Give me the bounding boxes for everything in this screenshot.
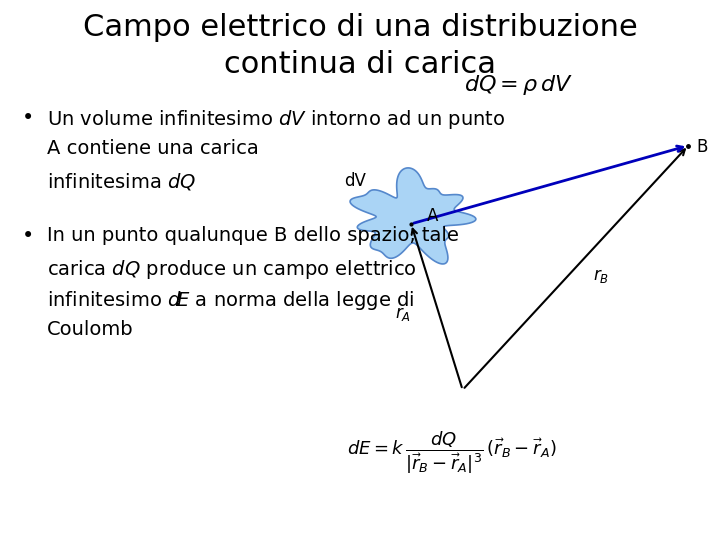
Polygon shape [350,168,476,264]
Text: Campo elettrico di una distribuzione: Campo elettrico di una distribuzione [83,14,637,43]
Text: Un volume infinitesimo $dV$ intorno ad un punto: Un volume infinitesimo $dV$ intorno ad u… [47,108,505,131]
Text: B: B [696,138,708,156]
Text: A contiene una carica: A contiene una carica [47,139,258,158]
Text: •: • [22,108,34,128]
Text: •: • [22,226,34,246]
Text: Coulomb: Coulomb [47,320,133,339]
Text: In un punto qualunque B dello spazio, tale: In un punto qualunque B dello spazio, ta… [47,226,459,245]
Text: dV: dV [344,172,366,190]
Text: $r_A$: $r_A$ [395,305,411,323]
Text: continua di carica: continua di carica [224,50,496,79]
Text: $dQ = \rho \, dV$: $dQ = \rho \, dV$ [464,73,573,97]
Text: $dE = k\,\dfrac{dQ}{|\vec{r}_B - \vec{r}_A|^3}\,(\vec{r}_B - \vec{r}_A)$: $dE = k\,\dfrac{dQ}{|\vec{r}_B - \vec{r}… [347,429,557,476]
Text: infinitesima $dQ$: infinitesima $dQ$ [47,171,196,192]
Text: A: A [427,207,438,225]
Text: $r_B$: $r_B$ [593,267,609,285]
Text: infinitesimo $d\!\mathit{E}$ a norma della legge di: infinitesimo $d\!\mathit{E}$ a norma del… [47,289,414,312]
Text: carica $dQ$ produce un campo elettrico: carica $dQ$ produce un campo elettrico [47,258,416,281]
